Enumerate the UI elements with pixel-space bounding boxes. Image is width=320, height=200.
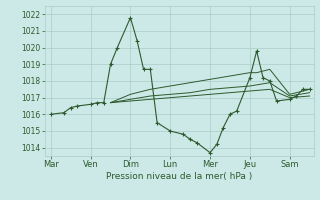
X-axis label: Pression niveau de la mer( hPa ): Pression niveau de la mer( hPa ) [106, 172, 252, 181]
